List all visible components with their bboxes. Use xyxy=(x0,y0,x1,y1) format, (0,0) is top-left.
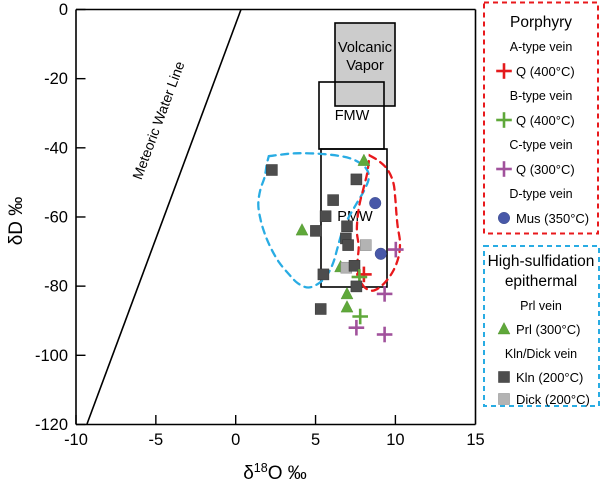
svg-text:-5: -5 xyxy=(149,431,164,449)
svg-text:Q (400°C): Q (400°C) xyxy=(516,113,575,128)
svg-text:δ18O ‰: δ18O ‰ xyxy=(243,461,307,484)
svg-text:δD ‰: δD ‰ xyxy=(6,197,27,246)
svg-text:epithermal: epithermal xyxy=(505,273,577,290)
svg-text:Prl vein: Prl vein xyxy=(520,299,562,313)
svg-text:C-type vein: C-type vein xyxy=(509,138,572,152)
svg-text:Mus (350°C): Mus (350°C) xyxy=(516,211,589,226)
svg-text:Volcanic: Volcanic xyxy=(338,40,392,56)
svg-text:FMW: FMW xyxy=(335,108,370,124)
svg-text:Q (300°C): Q (300°C) xyxy=(516,162,575,177)
svg-text:Meteoric Water Line: Meteoric Water Line xyxy=(129,59,188,182)
svg-text:-10: -10 xyxy=(64,431,88,449)
svg-text:0: 0 xyxy=(231,431,240,449)
svg-text:-20: -20 xyxy=(44,70,68,88)
svg-text:B-type vein: B-type vein xyxy=(510,89,573,103)
svg-text:-80: -80 xyxy=(44,278,68,296)
svg-text:High-sulfidation: High-sulfidation xyxy=(488,253,595,270)
svg-text:Prl (300°C): Prl (300°C) xyxy=(516,322,580,337)
svg-text:D-type vein: D-type vein xyxy=(509,187,572,201)
svg-text:-40: -40 xyxy=(44,139,68,157)
svg-text:5: 5 xyxy=(311,431,320,449)
svg-text:Porphyry: Porphyry xyxy=(510,14,572,31)
svg-text:0: 0 xyxy=(59,1,68,19)
svg-text:10: 10 xyxy=(386,431,404,449)
svg-text:Q (400°C): Q (400°C) xyxy=(516,64,575,79)
svg-text:Vapor: Vapor xyxy=(346,58,384,74)
svg-text:A-type vein: A-type vein xyxy=(510,40,573,54)
svg-text:-60: -60 xyxy=(44,208,68,226)
svg-text:Kln/Dick vein: Kln/Dick vein xyxy=(505,347,577,361)
svg-text:15: 15 xyxy=(466,431,484,449)
svg-text:Kln (200°C): Kln (200°C) xyxy=(516,370,583,385)
svg-text:Dick (200°C): Dick (200°C) xyxy=(516,392,590,407)
svg-text:-120: -120 xyxy=(35,416,68,434)
svg-text:-100: -100 xyxy=(35,347,68,365)
